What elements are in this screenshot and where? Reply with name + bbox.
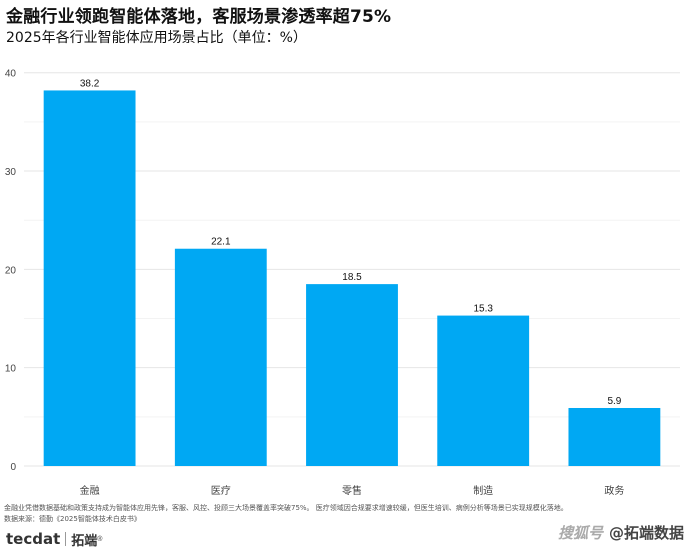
data-label: 18.5 <box>342 272 362 283</box>
bar-5 <box>568 407 661 466</box>
logo-tecdat: tecdat <box>6 530 61 548</box>
logo-tuoduan: 拓端 <box>71 533 98 549</box>
brand-logo: tecdat 拓端 ® <box>6 530 103 549</box>
y-tick-label: 0 <box>10 462 16 473</box>
watermark: 搜狐号 @拓端数据 <box>558 522 684 543</box>
data-label: 22.1 <box>211 237 231 248</box>
bar-1 <box>43 90 136 467</box>
data-label: 15.3 <box>473 304 493 315</box>
x-axis-ticks: 金融 医疗 零售 制造 政务 <box>80 484 625 497</box>
bar-3 <box>306 284 398 466</box>
y-axis-ticks: 0 10 20 30 40 <box>5 69 17 473</box>
data-source: 数据来源：德勤《2025智能体技术白皮书》 <box>4 515 141 523</box>
data-label: 5.9 <box>607 396 621 407</box>
account-watermark: @拓端数据 <box>608 524 684 542</box>
y-tick-label: 20 <box>5 265 17 276</box>
x-tick-label: 制造 <box>473 484 493 497</box>
chart-subtitle: 2025年各行业智能体应用场景占比（单位：%） <box>6 30 307 46</box>
y-tick-label: 30 <box>5 167 17 178</box>
data-label: 38.2 <box>80 78 100 89</box>
x-tick-label: 零售 <box>342 484 362 497</box>
x-tick-label: 医疗 <box>211 484 231 497</box>
x-tick-label: 政务 <box>604 484 624 497</box>
footnote: 金融业凭借数据基础和政策支持成为智能体应用先锋，客服、风控、投顾三大场景覆盖率突… <box>4 504 568 512</box>
chart-title: 金融行业领跑智能体落地，客服场景渗透率超75% <box>6 7 392 27</box>
bars <box>43 90 661 467</box>
x-tick-label: 金融 <box>80 484 100 497</box>
bar-2 <box>174 248 267 466</box>
bar-4 <box>437 315 530 466</box>
bar-chart: 0 10 20 30 40 38.2 22.1 18.5 15.3 5.9 金融 医疗 零售 制造 政务 <box>5 69 680 497</box>
y-tick-label: 40 <box>5 69 17 80</box>
registered-mark: ® <box>97 535 103 543</box>
y-tick-label: 10 <box>5 364 17 375</box>
platform-watermark: 搜狐号 <box>557 524 603 542</box>
data-labels: 38.2 22.1 18.5 15.3 5.9 <box>80 78 622 407</box>
logo-divider <box>65 532 67 546</box>
